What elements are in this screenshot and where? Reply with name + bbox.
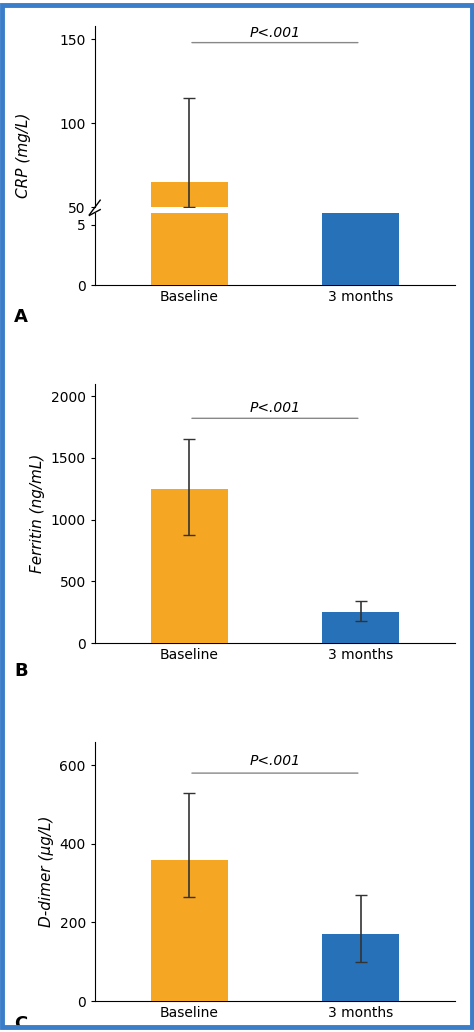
Bar — [151, 183, 228, 291]
Bar — [322, 245, 399, 291]
Text: CRP (mg/L): CRP (mg/L) — [16, 112, 31, 198]
Text: A: A — [14, 308, 28, 326]
Y-axis label: D-dimer (μg/L): D-dimer (μg/L) — [39, 815, 54, 927]
Text: B: B — [14, 662, 28, 680]
Text: P<.001: P<.001 — [249, 400, 301, 415]
Text: P<.001: P<.001 — [249, 754, 301, 769]
Bar — [151, 0, 228, 285]
Y-axis label: Ferritin (ng/mL): Ferritin (ng/mL) — [30, 454, 45, 573]
Bar — [322, 612, 399, 643]
Text: P<.001: P<.001 — [249, 26, 301, 40]
Bar — [151, 860, 228, 1001]
Bar — [322, 0, 399, 285]
Bar — [322, 934, 399, 1001]
Text: C: C — [14, 1015, 27, 1032]
Bar — [151, 489, 228, 643]
